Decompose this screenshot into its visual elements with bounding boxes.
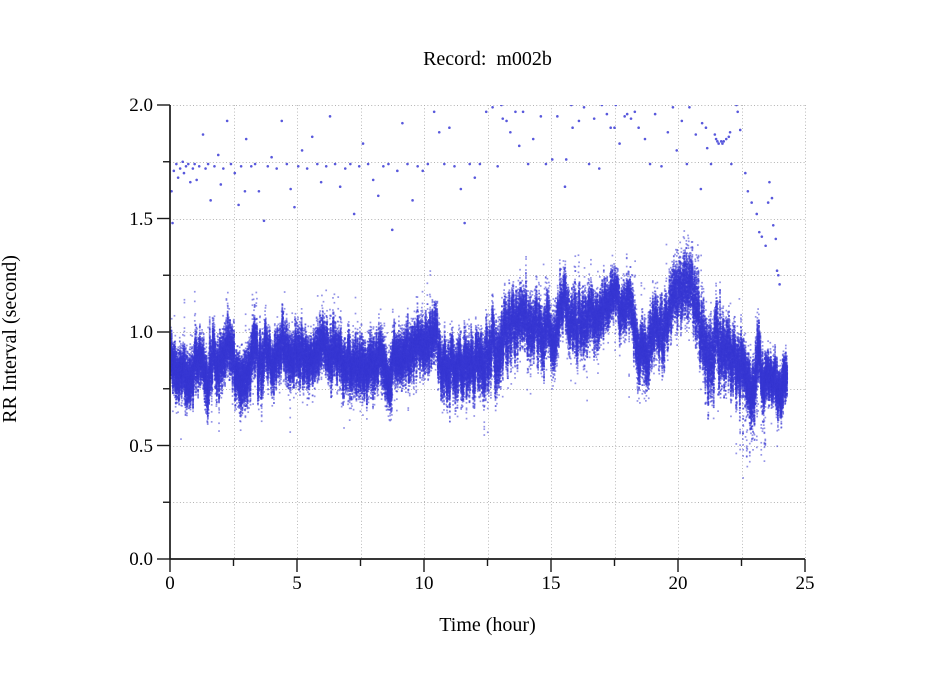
y-tick-label: 1.0 [129,322,153,343]
x-tick-label: 5 [292,573,302,594]
x-tick-label: 15 [541,573,561,594]
x-tick-label: 20 [668,573,688,594]
x-tick-label: 10 [414,573,434,594]
y-tick-label: 0.5 [129,435,153,457]
x-tick-label: 0 [165,573,175,594]
chart-title: Record: m002b [423,48,552,70]
x-axis-label: Time (hour) [439,614,536,636]
x-tick-label: 25 [795,573,815,594]
y-tick-label: 2.0 [129,95,153,116]
y-tick-label: 1.5 [129,208,153,230]
y-tick-label: 0.0 [129,549,153,570]
y-axis-label: RR Interval (second) [0,255,21,423]
